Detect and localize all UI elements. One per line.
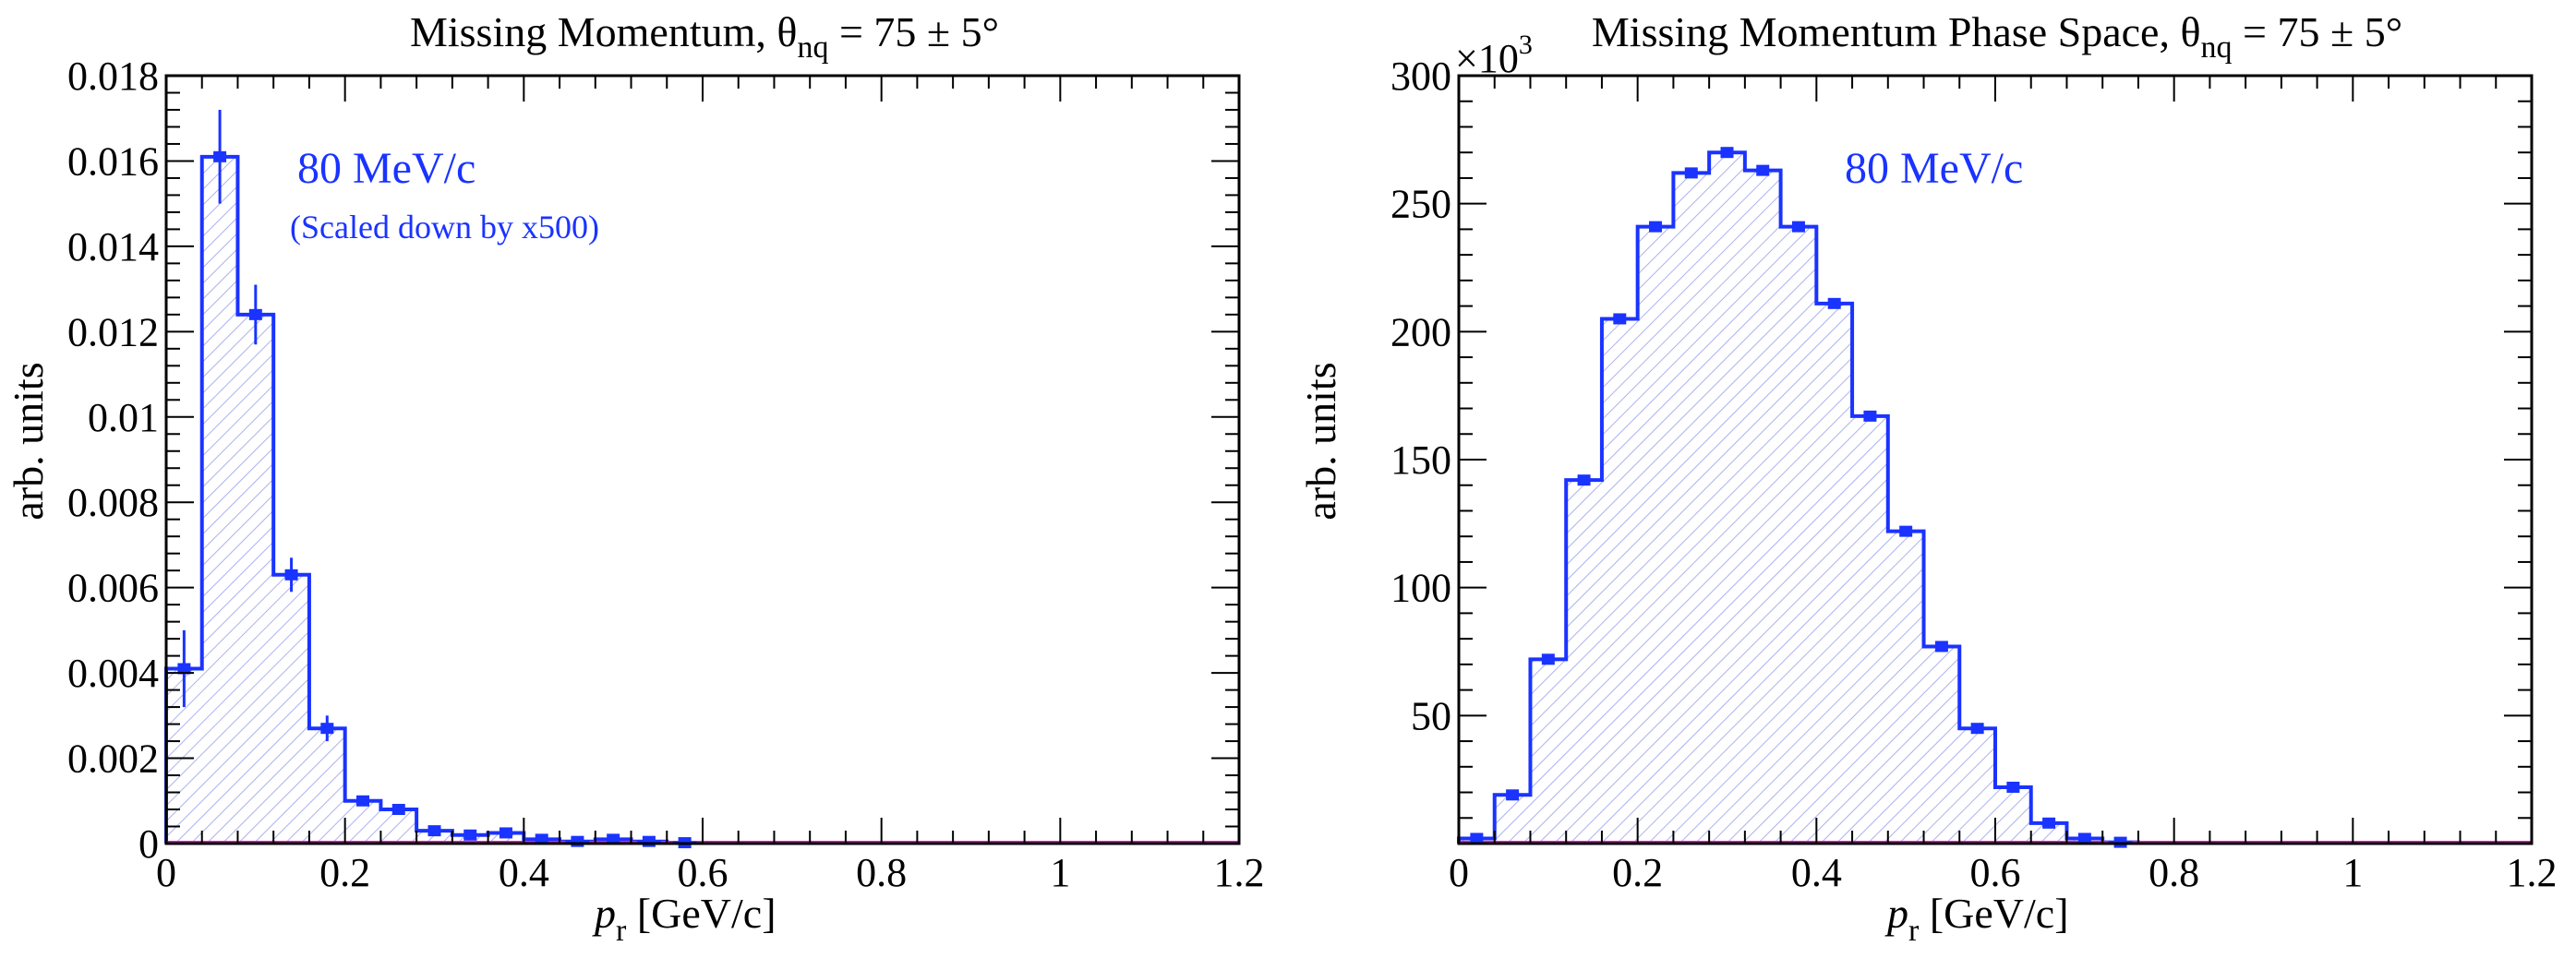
y-tick-label: 0.016 bbox=[67, 138, 159, 184]
y-tick-label: 0.002 bbox=[67, 736, 159, 782]
chart-title: Missing Momentum Phase Space, θnq = 75 ±… bbox=[1592, 8, 2402, 65]
data-point-marker bbox=[1541, 653, 1555, 665]
y-tick-label: 200 bbox=[1390, 309, 1451, 354]
y-tick-label: 300 bbox=[1390, 54, 1451, 99]
histogram-fill bbox=[1459, 152, 2138, 844]
x-tick-label: 0 bbox=[1449, 850, 1469, 895]
data-point-marker bbox=[499, 827, 512, 839]
histogram-fill bbox=[166, 156, 703, 844]
data-point-marker bbox=[391, 804, 405, 816]
data-point-marker bbox=[1756, 164, 1770, 176]
x-tick-label: 0.2 bbox=[1612, 850, 1663, 895]
x-tick-label: 0.2 bbox=[319, 850, 370, 895]
y-tick-label: 0.012 bbox=[67, 309, 159, 354]
scale-note-annotation: (Scaled down by x500) bbox=[290, 209, 599, 245]
x-tick-label: 1.2 bbox=[2507, 850, 2558, 895]
data-point-marker bbox=[1470, 832, 1484, 844]
data-point-marker bbox=[535, 833, 548, 845]
x-tick-label: 0.8 bbox=[856, 850, 907, 895]
data-point-marker bbox=[1613, 313, 1627, 325]
x-tick-label: 0 bbox=[156, 850, 176, 895]
data-point-marker bbox=[1577, 474, 1591, 486]
x-tick-label: 0.6 bbox=[1970, 850, 2021, 895]
x-tick-label: 0.6 bbox=[678, 850, 728, 895]
plot-area: 0 0.2 0.4 0.6 0.8 1 1.2 50 100 150 200 250 300 bbox=[1390, 54, 2558, 895]
x-axis-title: pr [GeV/c] bbox=[1884, 890, 2069, 948]
data-point-marker bbox=[1899, 525, 1913, 537]
series-annotation: 80 MeV/c bbox=[297, 144, 475, 193]
y-tick-label: 0.008 bbox=[67, 480, 159, 525]
data-point-marker bbox=[1791, 221, 1805, 233]
x-tick-label: 1 bbox=[1050, 850, 1070, 895]
data-point-marker bbox=[1649, 221, 1663, 233]
data-point-marker bbox=[1720, 147, 1734, 159]
data-point-marker bbox=[177, 663, 191, 675]
chart-panel-left: Missing Momentum, θnq = 75 ± 5° 0 0.2 0.4 0… bbox=[5, 8, 1265, 948]
data-point-marker bbox=[213, 150, 227, 162]
data-point-marker bbox=[1827, 297, 1841, 309]
y-tick-label: 150 bbox=[1390, 437, 1451, 483]
data-point-marker bbox=[2042, 817, 2056, 829]
x-tick-label: 0.4 bbox=[1791, 850, 1842, 895]
y-axis-title: arb. units bbox=[5, 362, 52, 520]
plot-area: 0 0.2 0.4 0.6 0.8 1 1.2 0 0.002 0.004 0.006 0.008 0.… bbox=[67, 54, 1265, 895]
data-point-marker bbox=[463, 829, 477, 841]
y-tick-label: 250 bbox=[1390, 182, 1451, 227]
data-point-marker bbox=[1863, 410, 1877, 422]
x-tick-label: 1 bbox=[2342, 850, 2363, 895]
data-point-marker bbox=[571, 835, 584, 847]
series-annotation: 80 MeV/c bbox=[1845, 144, 2023, 193]
y-tick-label: 0.006 bbox=[67, 566, 159, 611]
y-axis-multiplier: ×103 bbox=[1455, 30, 1533, 81]
data-point-marker bbox=[427, 825, 441, 837]
chart-title: Missing Momentum, θnq = 75 ± 5° bbox=[410, 8, 999, 65]
data-point-marker bbox=[1970, 723, 1984, 735]
x-tick-label: 0.4 bbox=[499, 850, 549, 895]
y-tick-label: 100 bbox=[1390, 566, 1451, 611]
data-point-marker bbox=[1506, 789, 1520, 801]
data-point-marker bbox=[607, 833, 620, 845]
data-point-marker bbox=[1934, 641, 1948, 653]
data-point-marker bbox=[2077, 832, 2091, 844]
data-point-marker bbox=[642, 835, 656, 847]
data-point-marker bbox=[2006, 781, 2020, 793]
x-tick-label: 0.8 bbox=[2149, 850, 2199, 895]
y-tick-label: 0 bbox=[138, 821, 159, 867]
data-point-marker bbox=[1684, 167, 1698, 179]
data-point-marker bbox=[356, 795, 370, 807]
x-axis-title: pr [GeV/c] bbox=[592, 890, 776, 948]
y-tick-label: 50 bbox=[1411, 693, 1451, 738]
chart-panel-right: Missing Momentum Phase Space, θnq = 75 ±… bbox=[1297, 8, 2558, 948]
y-tick-label: 0.014 bbox=[67, 224, 159, 269]
data-point-marker bbox=[248, 308, 262, 320]
y-tick-label: 0.004 bbox=[67, 651, 159, 696]
y-tick-label: 0.01 bbox=[88, 395, 159, 440]
data-point-marker bbox=[284, 569, 298, 581]
y-tick-label: 0.018 bbox=[67, 54, 159, 99]
y-axis-title: arb. units bbox=[1297, 362, 1344, 520]
data-point-marker bbox=[320, 723, 334, 735]
x-tick-label: 1.2 bbox=[1214, 850, 1265, 895]
